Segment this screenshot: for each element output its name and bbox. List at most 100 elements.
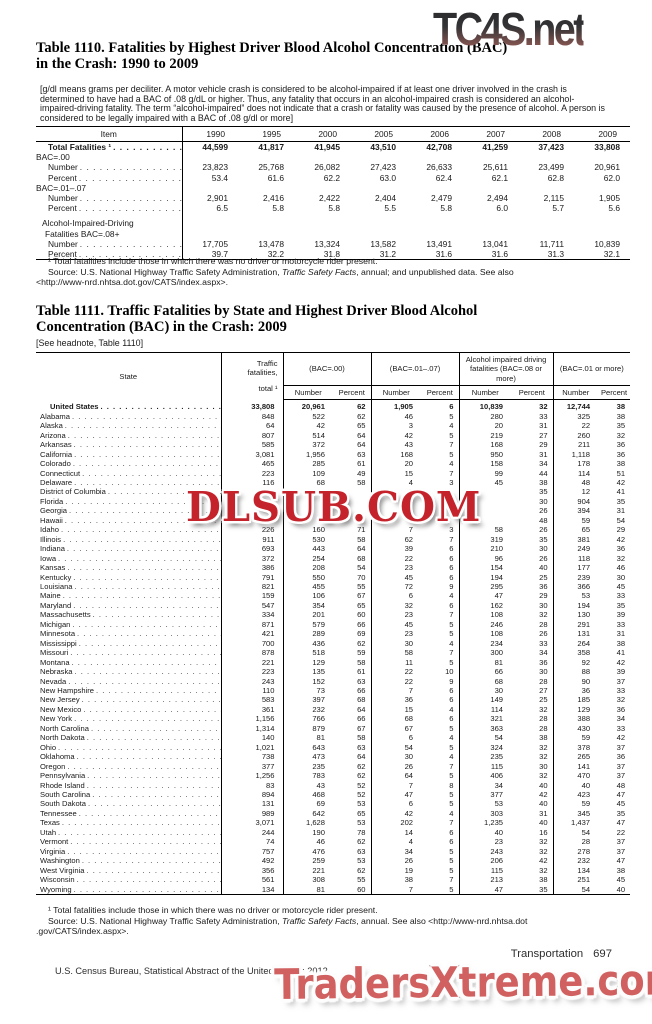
cell [462,229,518,239]
cell: 7 [449,468,454,478]
cell: 16 [539,827,548,837]
cell: 63 [357,676,366,686]
column-header-year: 2007 [462,126,518,142]
cell: 131 [552,629,599,639]
table-row: Illinois911530586273193538142 [36,534,630,545]
cell: 5 [449,657,454,667]
cell: 3 [449,525,454,535]
cell: 31.8 [323,249,340,260]
cell [462,152,518,162]
cell: 42 [616,534,626,544]
table-row: Maryland547354653261623019435 [36,600,630,611]
cell: 394 [552,506,599,516]
group-header-bac0107: (BAC=.01–.07) [370,352,460,387]
cell: 33 [616,686,626,695]
table-row: New Mexico361232641541143212936 [36,704,630,715]
cell: 12,744 [552,399,599,412]
table-row: Oklahoma738473643042353226536 [36,752,630,762]
table-1110-footnote: ¹ Total fatalities include those in whic… [48,256,378,266]
cell: 47 [616,789,626,799]
cell: 989 [220,808,283,819]
cell: 791 [220,572,283,583]
cell: 421 [220,629,283,639]
cell: 7 [449,875,454,885]
cell [294,183,350,193]
cell: 1,235 [458,818,512,828]
cell: 36 [616,704,626,714]
cell: 53 [458,799,512,809]
cell: 64 [370,771,422,781]
cell: 35 [616,421,626,431]
cell: 377 [458,789,512,800]
table-row: Michigan871579664552462829133 [36,619,630,630]
cell: 6 [449,695,454,705]
cell: 74 [220,837,283,847]
cell: 134 [220,884,283,895]
cell: 158 [458,459,512,469]
cell: 5.5 [384,203,396,214]
table-1110-headnote: [g/dl means grams per deciliter. A motor… [40,84,605,123]
cell: 106 [282,591,333,601]
cell: 40 [458,827,512,838]
cell: 37,423 [538,142,564,152]
cell: 22 [370,667,422,677]
cell: 26 [539,553,548,563]
subcolumn-number: Number [282,385,333,401]
cell: 42 [616,478,626,488]
cell: 32 [539,752,548,762]
table-row: United States33,80820,961621,905610,8393… [36,399,630,412]
cell: 36 [370,695,422,705]
cell: 235 [458,752,512,762]
cell: 950 [458,449,512,460]
cell: 38 [539,875,548,885]
cell: 64 [357,544,366,554]
cell: 67 [370,723,422,734]
cell: 223 [220,468,283,479]
cell: 131 [220,799,283,809]
table-row: Virginia757476633452433227837 [36,846,630,857]
cell: 118 [552,553,599,564]
cell: 30 [458,686,512,696]
cell: 135 [282,667,333,677]
cell: 40 [539,818,548,828]
cell: 68 [370,714,422,724]
cell: 29 [539,591,548,601]
table-row: Montana2211295811581369242 [36,657,630,668]
cell: 38 [539,733,548,743]
cell: 54 [357,563,366,573]
cell: 22 [552,421,599,431]
cell: 20,961 [594,162,620,173]
cell: 32.2 [267,249,284,260]
cell: 42 [539,789,548,799]
cell: 13 [370,496,422,507]
cell: 58 [357,534,366,544]
cell: 34 [370,846,422,857]
cell: 45 [458,478,512,488]
cell: 194 [552,600,599,611]
table-1111-footnote: ¹ Total fatalities include those in whic… [48,905,378,915]
cell: 64 [220,421,283,431]
cell: 60 [357,884,366,894]
cell: 177 [552,563,599,573]
cell: 45 [370,619,422,630]
cell: 108 [458,610,512,620]
table-row: Nevada2431526322968289037 [36,676,630,686]
cell: 9 [449,676,454,686]
cell: 5 [449,411,454,421]
table-1110-source-url: <http://www-nrd.nhtsa.dot.gov/CATS/index… [36,277,229,287]
cell: 345 [552,808,599,819]
cell [421,516,459,525]
cell: 372 [220,553,283,564]
cell: 289 [282,629,333,639]
cell: 34 [539,648,548,658]
cell: 109 [282,468,333,479]
cell: 246 [458,619,512,630]
cell [220,487,283,497]
cell: 26 [370,761,422,772]
cell: 244 [220,827,283,838]
table-row: Kentucky791550704561942523930 [36,572,630,583]
cell: 492 [220,856,283,866]
cell: 23 [370,610,422,620]
cell: 81 [458,657,512,668]
